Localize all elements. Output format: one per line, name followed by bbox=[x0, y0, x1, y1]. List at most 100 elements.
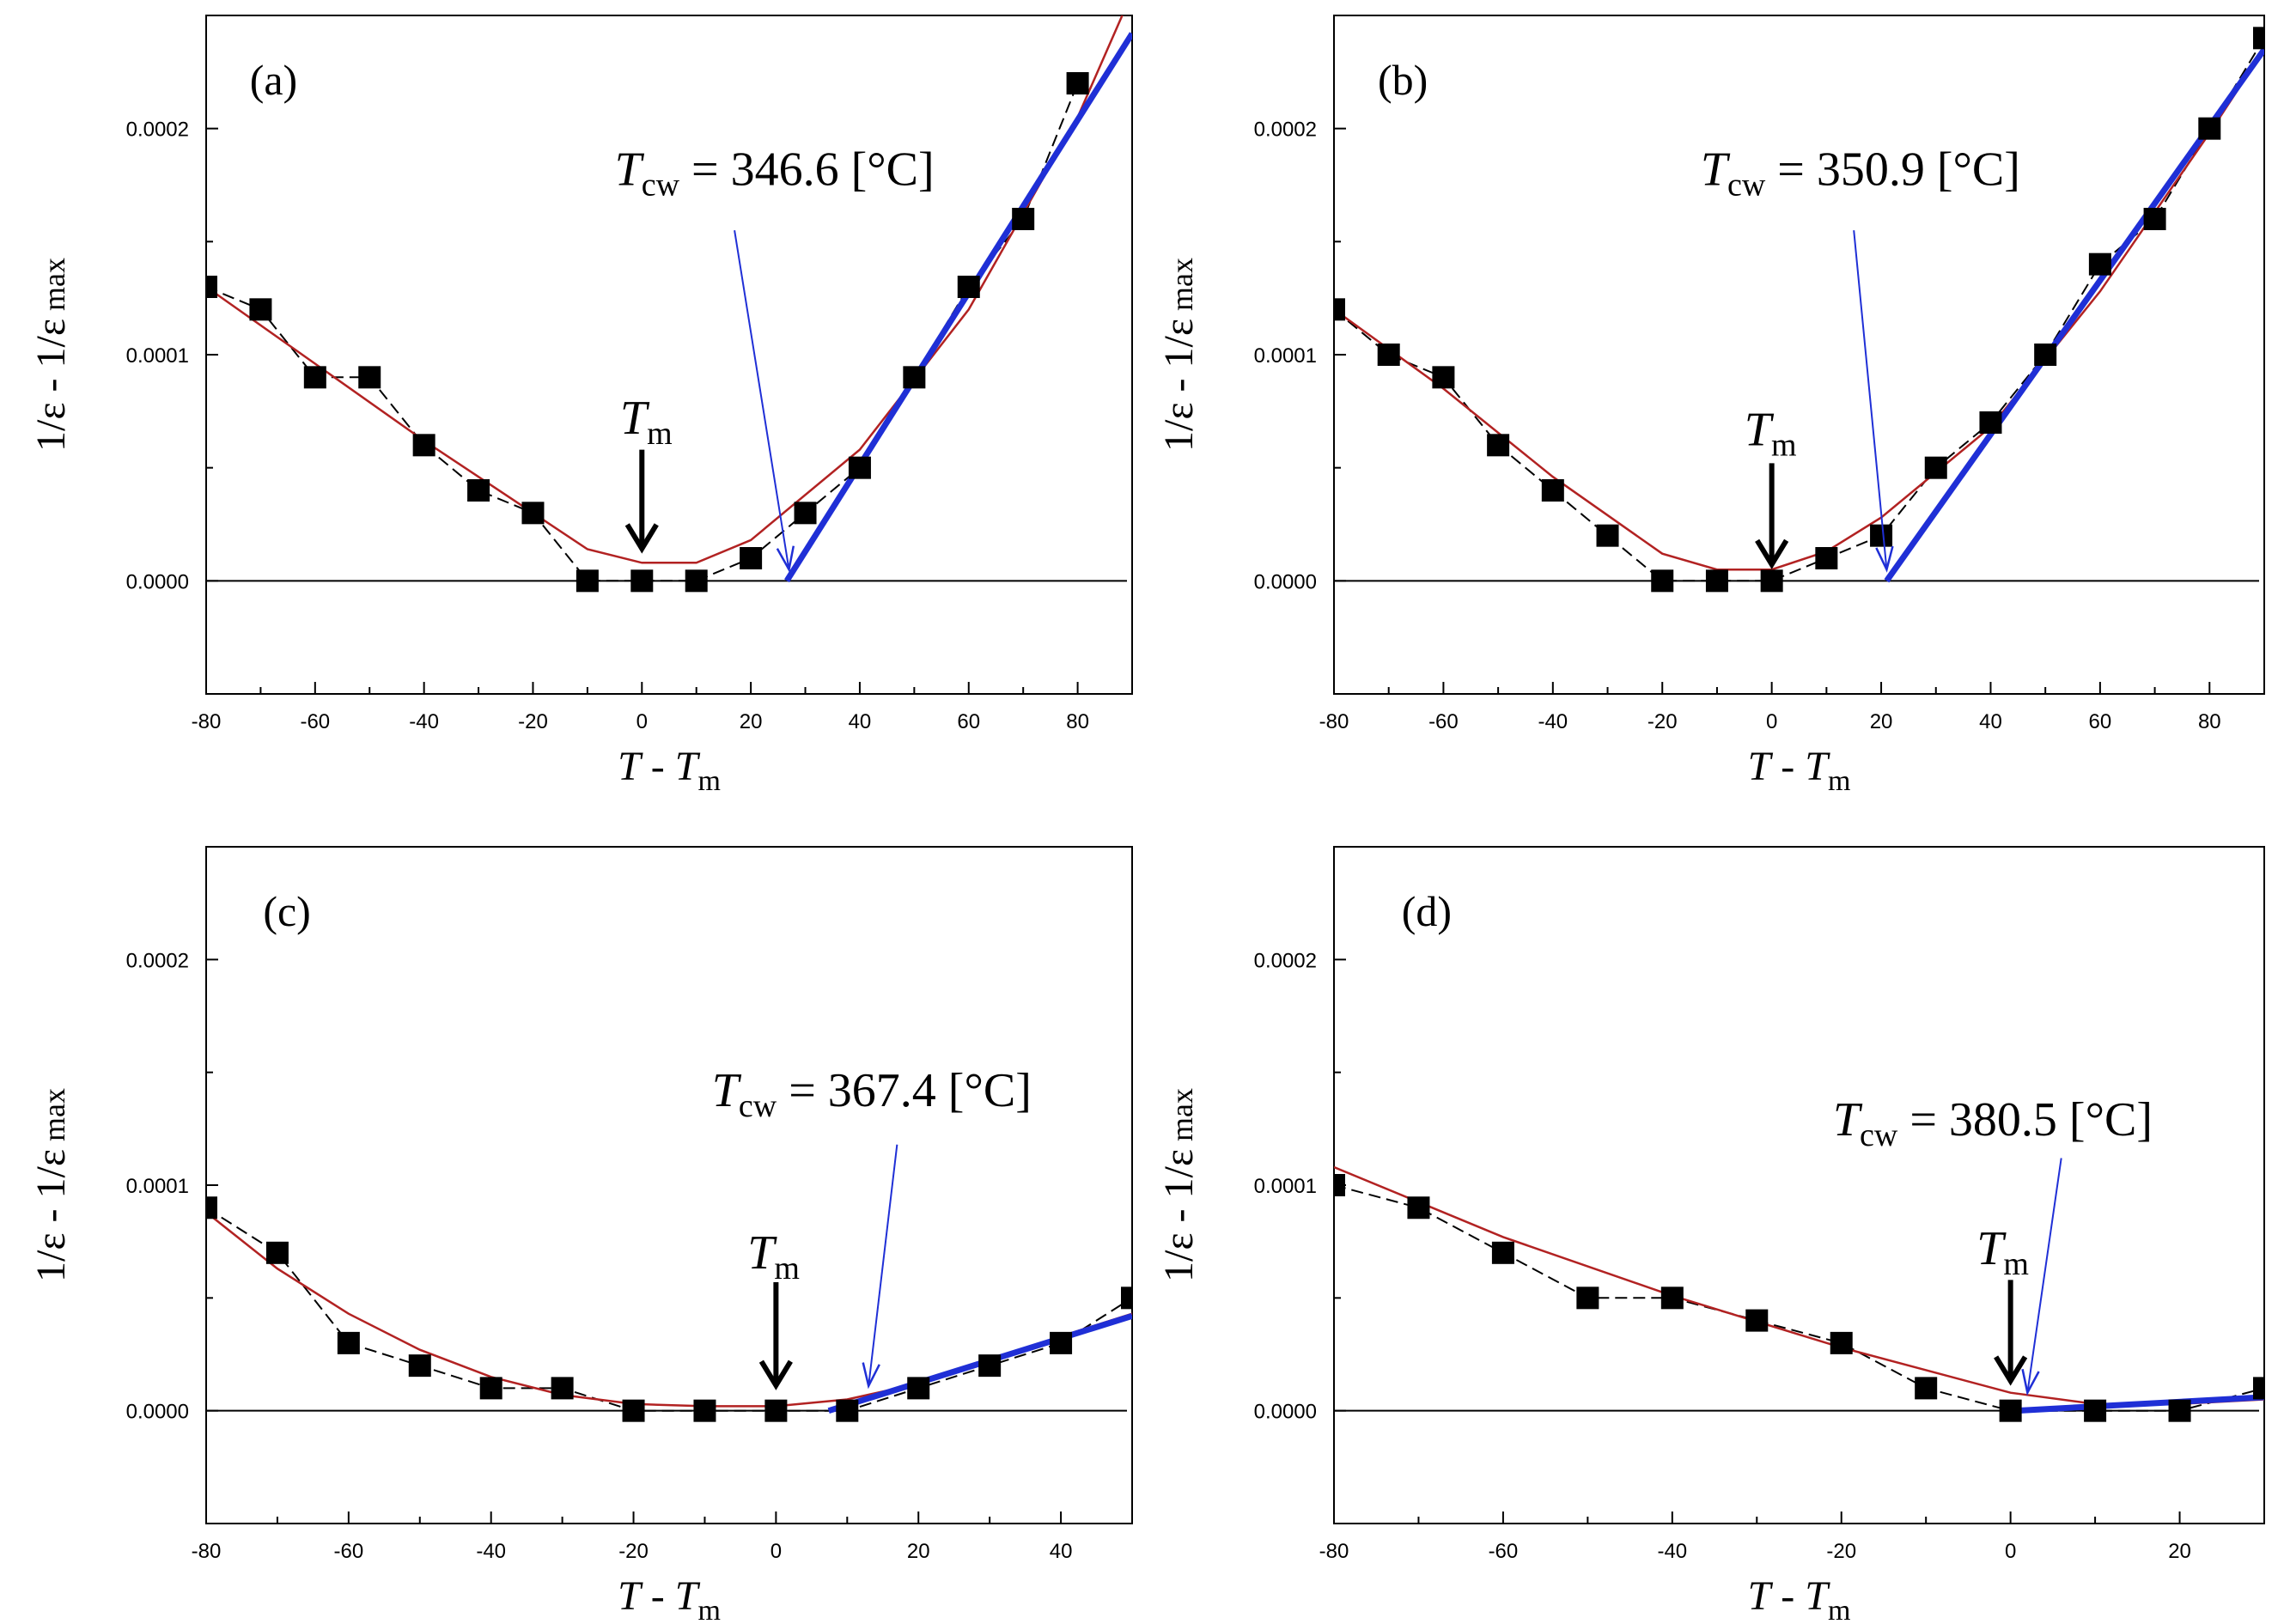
measured-connector-line bbox=[1334, 1184, 2264, 1412]
data-point bbox=[2143, 208, 2166, 230]
data-point bbox=[358, 366, 381, 389]
tcw-label: Tcw = 346.6 [°C] bbox=[615, 143, 935, 204]
data-point bbox=[337, 1331, 360, 1354]
data-point bbox=[1915, 1377, 1938, 1400]
data-point bbox=[1487, 434, 1510, 457]
plot-frame bbox=[1333, 846, 2265, 1524]
tcw-arrow-head bbox=[2021, 1368, 2040, 1396]
x-axis-title: T - Tm bbox=[618, 1573, 721, 1624]
curie-weiss-line bbox=[2014, 1394, 2264, 1414]
data-point bbox=[1066, 72, 1089, 94]
data-point bbox=[1334, 298, 1345, 321]
y-tick-label: 0.0000 bbox=[1254, 570, 1317, 593]
tm-label: Tm bbox=[747, 1226, 800, 1286]
x-axis-title: T - Tm bbox=[1748, 1573, 1851, 1624]
fit-curve bbox=[1334, 48, 2264, 571]
x-tick-label: 20 bbox=[2168, 1540, 2191, 1563]
tcw-arrow-shaft bbox=[1853, 230, 1888, 570]
x-tick-label: -20 bbox=[1826, 1540, 1856, 1563]
data-point bbox=[467, 479, 490, 502]
y-tick-label: 0.0000 bbox=[126, 570, 189, 593]
x-tick-label: 40 bbox=[1979, 710, 2002, 733]
x-tick-label: -80 bbox=[1319, 710, 1349, 733]
x-tick-label: 20 bbox=[740, 710, 763, 733]
plot-frame bbox=[205, 15, 1133, 695]
x-tick-label: 0 bbox=[770, 1540, 782, 1563]
panel-label: (a) bbox=[250, 56, 298, 104]
data-point bbox=[1432, 366, 1455, 389]
tcw-label: Tcw = 350.9 [°C] bbox=[1701, 143, 2020, 204]
panel-d: -80 -60 -40 -20 0 20 0.0000 0.0001 0.0002 T - Tm 1… bbox=[1156, 846, 2265, 1624]
data-point bbox=[1407, 1196, 1430, 1220]
x-tick-label: -40 bbox=[476, 1540, 506, 1563]
x-axis-title: T - Tm bbox=[618, 744, 721, 797]
data-point bbox=[1924, 456, 1947, 479]
data-point bbox=[1121, 1286, 1132, 1310]
plot-area bbox=[206, 1196, 1132, 1422]
panel-label: (d) bbox=[1402, 887, 1452, 935]
tcw-label: Tcw = 367.4 [°C] bbox=[712, 1064, 1032, 1124]
x-tick-label: 80 bbox=[2198, 710, 2221, 733]
x-tick-label: -40 bbox=[1657, 1540, 1687, 1563]
data-point bbox=[740, 547, 763, 569]
fit-curve bbox=[206, 1211, 1132, 1408]
x-tick-label: -20 bbox=[1648, 710, 1678, 733]
x-tick-label: 0 bbox=[636, 710, 648, 733]
data-point bbox=[521, 502, 545, 525]
data-point bbox=[249, 298, 272, 321]
measured-connector-line bbox=[1334, 37, 2264, 582]
y-tick-label: 0.0001 bbox=[126, 344, 189, 368]
x-tick-label: -20 bbox=[518, 710, 548, 733]
data-point bbox=[206, 1196, 217, 1220]
x-tick-label: -80 bbox=[1319, 1540, 1349, 1563]
y-axis-title: 1/ε - 1/ε max bbox=[28, 1088, 74, 1282]
tm-arrow-head bbox=[1994, 1355, 2028, 1386]
data-point bbox=[764, 1399, 788, 1422]
data-point bbox=[1760, 569, 1783, 593]
y-tick-label: 0.0001 bbox=[1254, 344, 1317, 368]
data-point bbox=[1651, 569, 1674, 593]
data-point bbox=[957, 276, 980, 298]
panel-a: -80 -60 -40 -20 0 20 40 60 80 0.0000 0.0001 0.0002 T… bbox=[28, 15, 1133, 797]
panel-c: -80 -60 -40 -20 0 20 40 0.0000 0.0001 0.0002 T - T… bbox=[28, 846, 1133, 1624]
x-tick-label: 20 bbox=[907, 1540, 930, 1563]
tcw-label: Tcw = 380.5 [°C] bbox=[1833, 1093, 2153, 1153]
y-tick-label: 0.0001 bbox=[126, 1175, 189, 1198]
x-tick-label: -60 bbox=[1489, 1540, 1519, 1563]
data-point bbox=[1377, 344, 1400, 366]
data-point bbox=[2034, 344, 2057, 366]
data-point bbox=[1491, 1241, 1514, 1264]
data-point bbox=[576, 569, 599, 593]
tcw-arrow-head bbox=[1875, 545, 1894, 573]
curie-weiss-line bbox=[784, 32, 1132, 583]
y-tick-label: 0.0000 bbox=[126, 1401, 189, 1424]
data-point bbox=[836, 1399, 859, 1422]
x-tick-label: -40 bbox=[1538, 710, 1568, 733]
y-tick-label: 0.0002 bbox=[126, 119, 189, 142]
data-point bbox=[265, 1241, 289, 1264]
data-point bbox=[685, 569, 708, 593]
plot-area bbox=[206, 15, 1132, 593]
y-axis-title: 1/ε - 1/ε max bbox=[28, 258, 74, 452]
data-point bbox=[2198, 117, 2221, 140]
tcw-arrow-shaft bbox=[868, 1144, 898, 1386]
x-tick-label: -20 bbox=[618, 1540, 649, 1563]
y-tick-label: 0.0001 bbox=[1254, 1175, 1317, 1198]
data-point bbox=[1541, 479, 1564, 502]
tm-arrow-head bbox=[758, 1359, 793, 1390]
y-tick-label: 0.0002 bbox=[126, 949, 189, 972]
measured-connector-line bbox=[206, 82, 1079, 582]
data-point bbox=[479, 1377, 502, 1400]
tcw-arrow-head bbox=[862, 1362, 880, 1390]
tcw-arrow-shaft bbox=[734, 230, 790, 570]
data-point bbox=[2253, 1377, 2264, 1400]
data-point bbox=[622, 1399, 645, 1422]
tm-arrow-head bbox=[1755, 538, 1789, 570]
x-tick-label: -40 bbox=[409, 710, 439, 733]
data-point bbox=[408, 1354, 431, 1378]
x-tick-label: 0 bbox=[2005, 1540, 2016, 1563]
data-point bbox=[1596, 524, 1619, 547]
data-point bbox=[2168, 1399, 2191, 1422]
y-tick-label: 0.0002 bbox=[1254, 119, 1317, 142]
x-tick-label: 60 bbox=[957, 710, 980, 733]
